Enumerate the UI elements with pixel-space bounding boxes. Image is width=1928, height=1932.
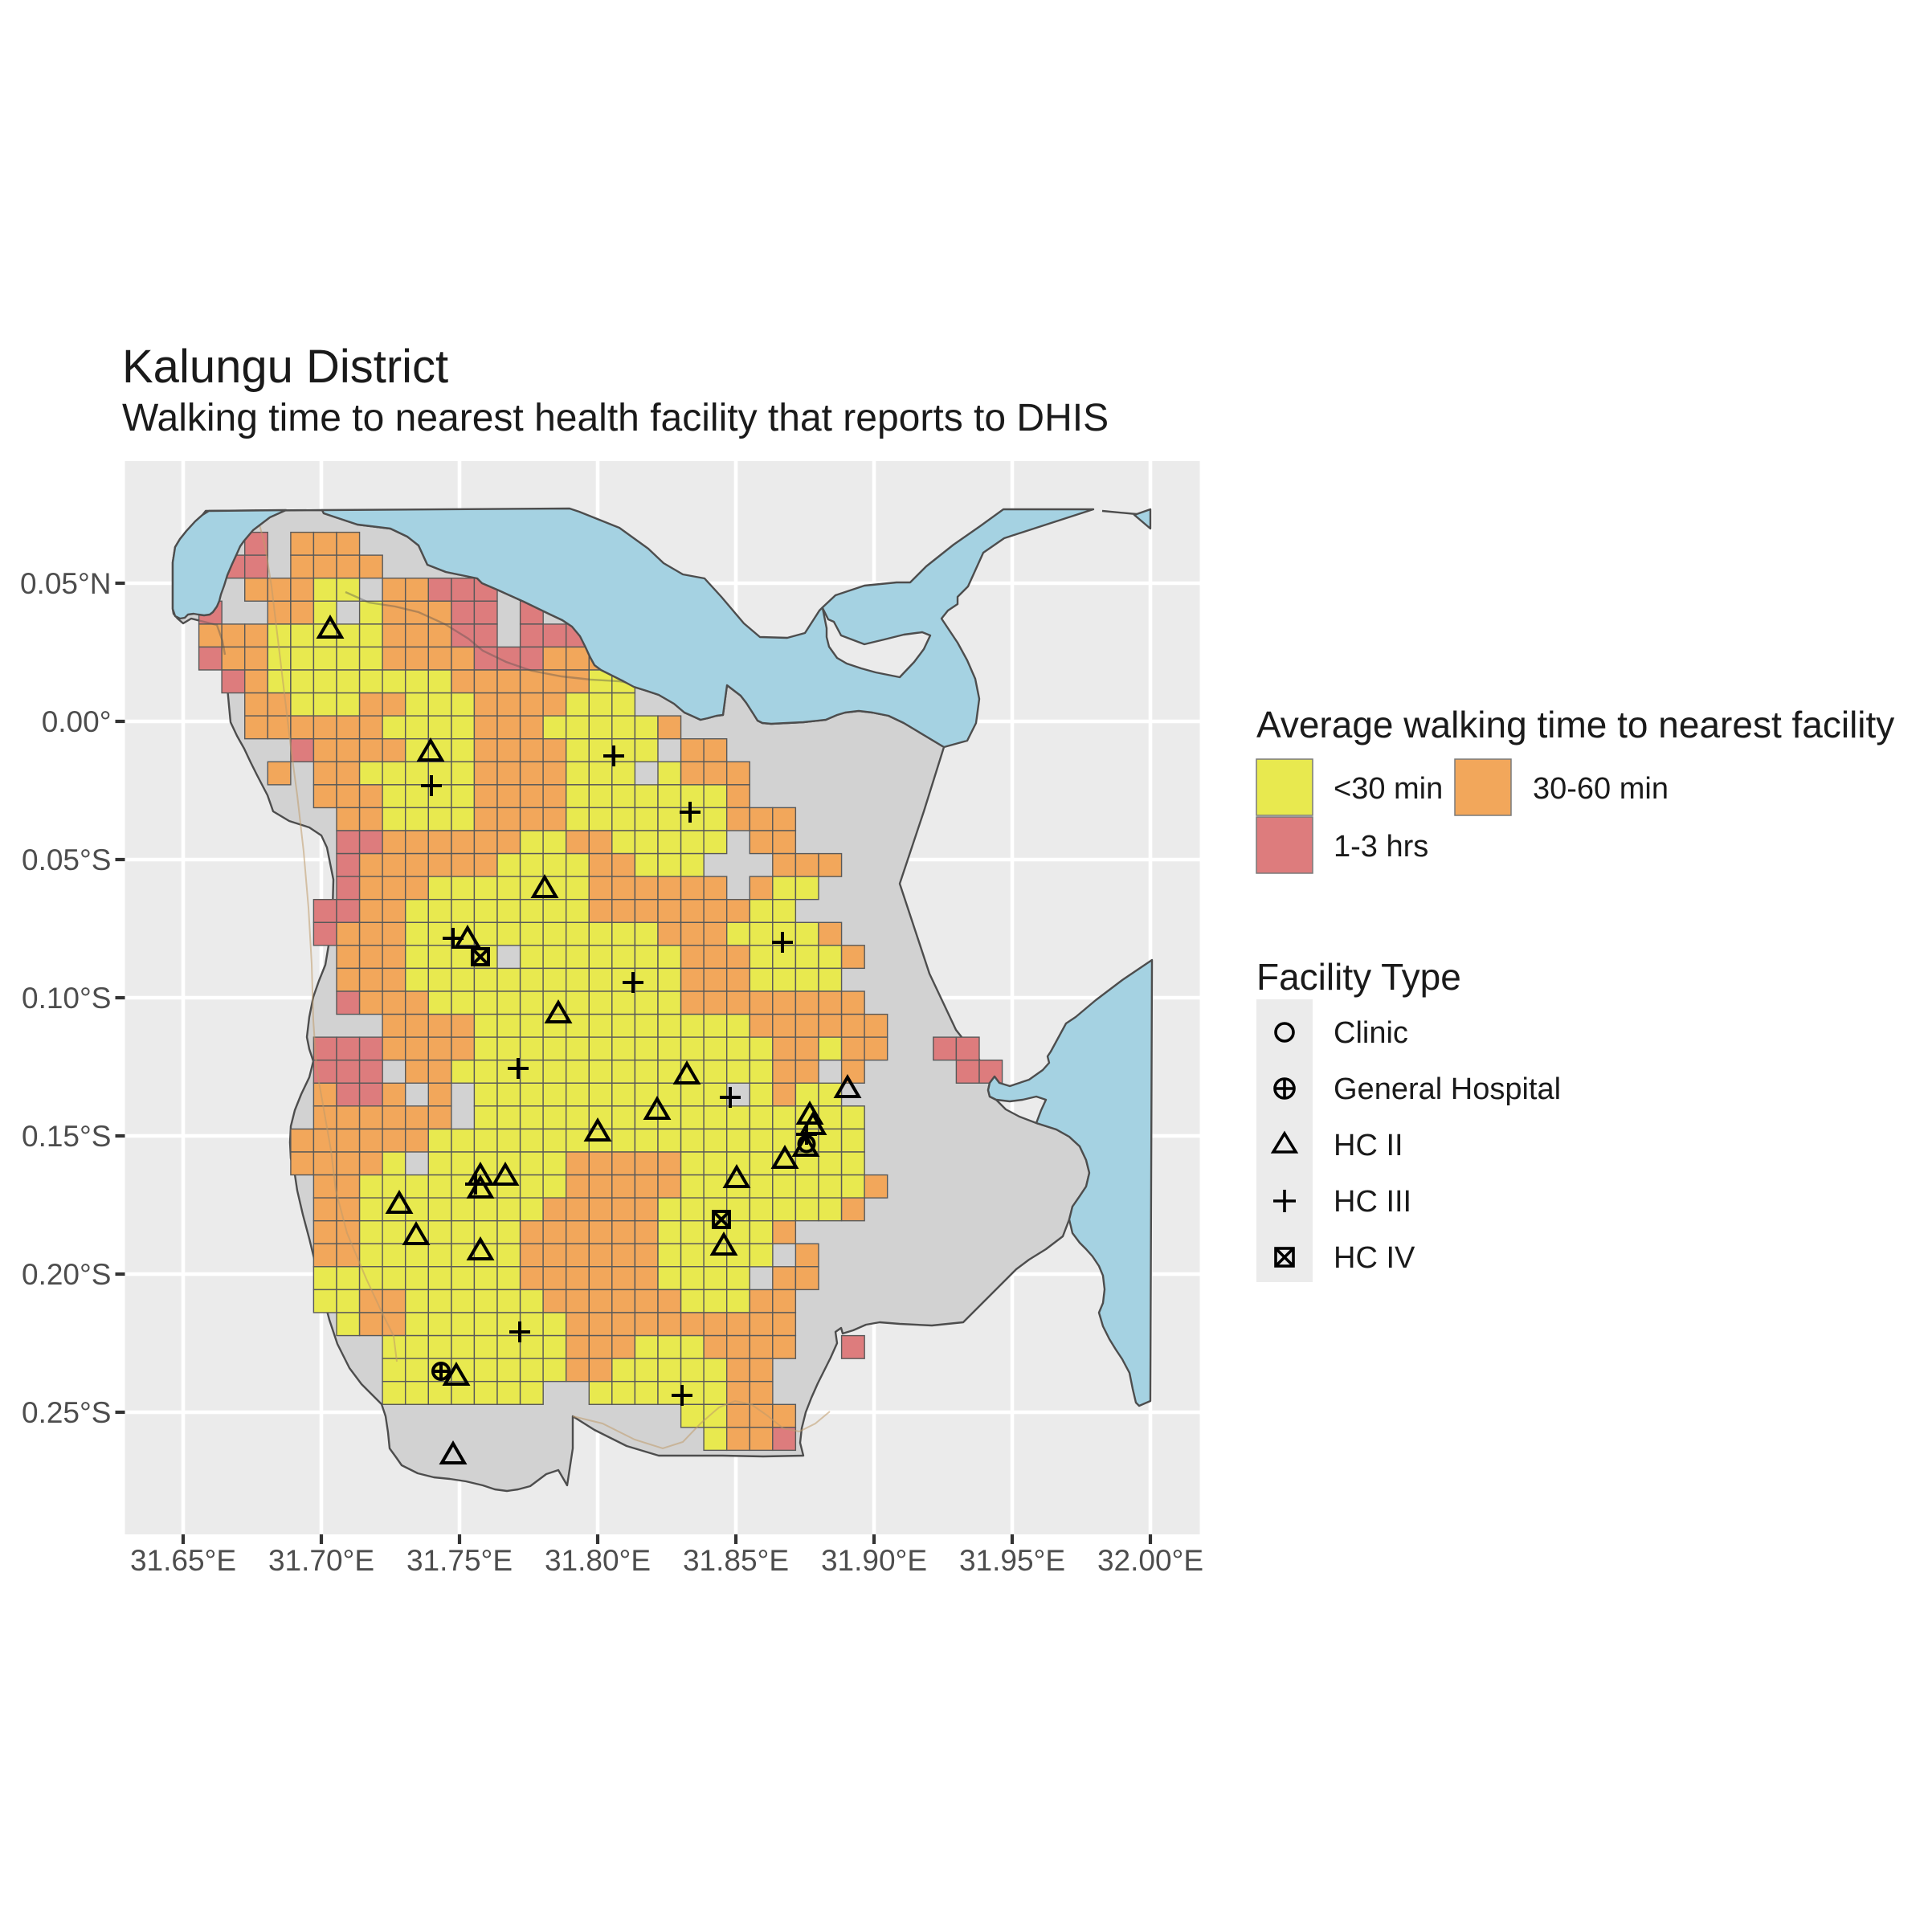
svg-text:31.90°E: 31.90°E [821,1544,927,1577]
svg-text:<30 min: <30 min [1334,772,1443,806]
svg-text:31.75°E: 31.75°E [406,1544,513,1577]
svg-text:0.10°S: 0.10°S [22,982,112,1015]
svg-text:31.85°E: 31.85°E [683,1544,789,1577]
svg-text:31.80°E: 31.80°E [545,1544,651,1577]
svg-text:0.05°S: 0.05°S [22,843,112,876]
svg-text:Average walking time to neares: Average walking time to nearest facility [1256,704,1894,745]
svg-text:HC II: HC II [1334,1129,1403,1162]
svg-text:31.65°E: 31.65°E [130,1544,236,1577]
svg-text:32.00°E: 32.00°E [1097,1544,1203,1577]
svg-text:HC III: HC III [1334,1185,1411,1219]
svg-text:0.00°: 0.00° [42,705,112,738]
svg-text:0.20°S: 0.20°S [22,1258,112,1291]
svg-text:0.15°S: 0.15°S [22,1120,112,1153]
svg-text:Kalungu District: Kalungu District [122,341,448,393]
svg-text:0.25°S: 0.25°S [22,1396,112,1429]
svg-text:Facility Type: Facility Type [1256,956,1461,998]
svg-text:31.70°E: 31.70°E [268,1544,374,1577]
svg-text:HC IV: HC IV [1334,1241,1415,1275]
svg-text:1-3 hrs: 1-3 hrs [1334,830,1428,864]
svg-text:Clinic: Clinic [1334,1016,1408,1050]
svg-text:0.05°N: 0.05°N [20,567,112,600]
svg-text:Walking time to nearest health: Walking time to nearest health facility … [122,397,1109,439]
svg-text:General Hospital: General Hospital [1334,1072,1561,1106]
svg-text:30-60 min: 30-60 min [1533,772,1669,806]
svg-text:31.95°E: 31.95°E [959,1544,1065,1577]
